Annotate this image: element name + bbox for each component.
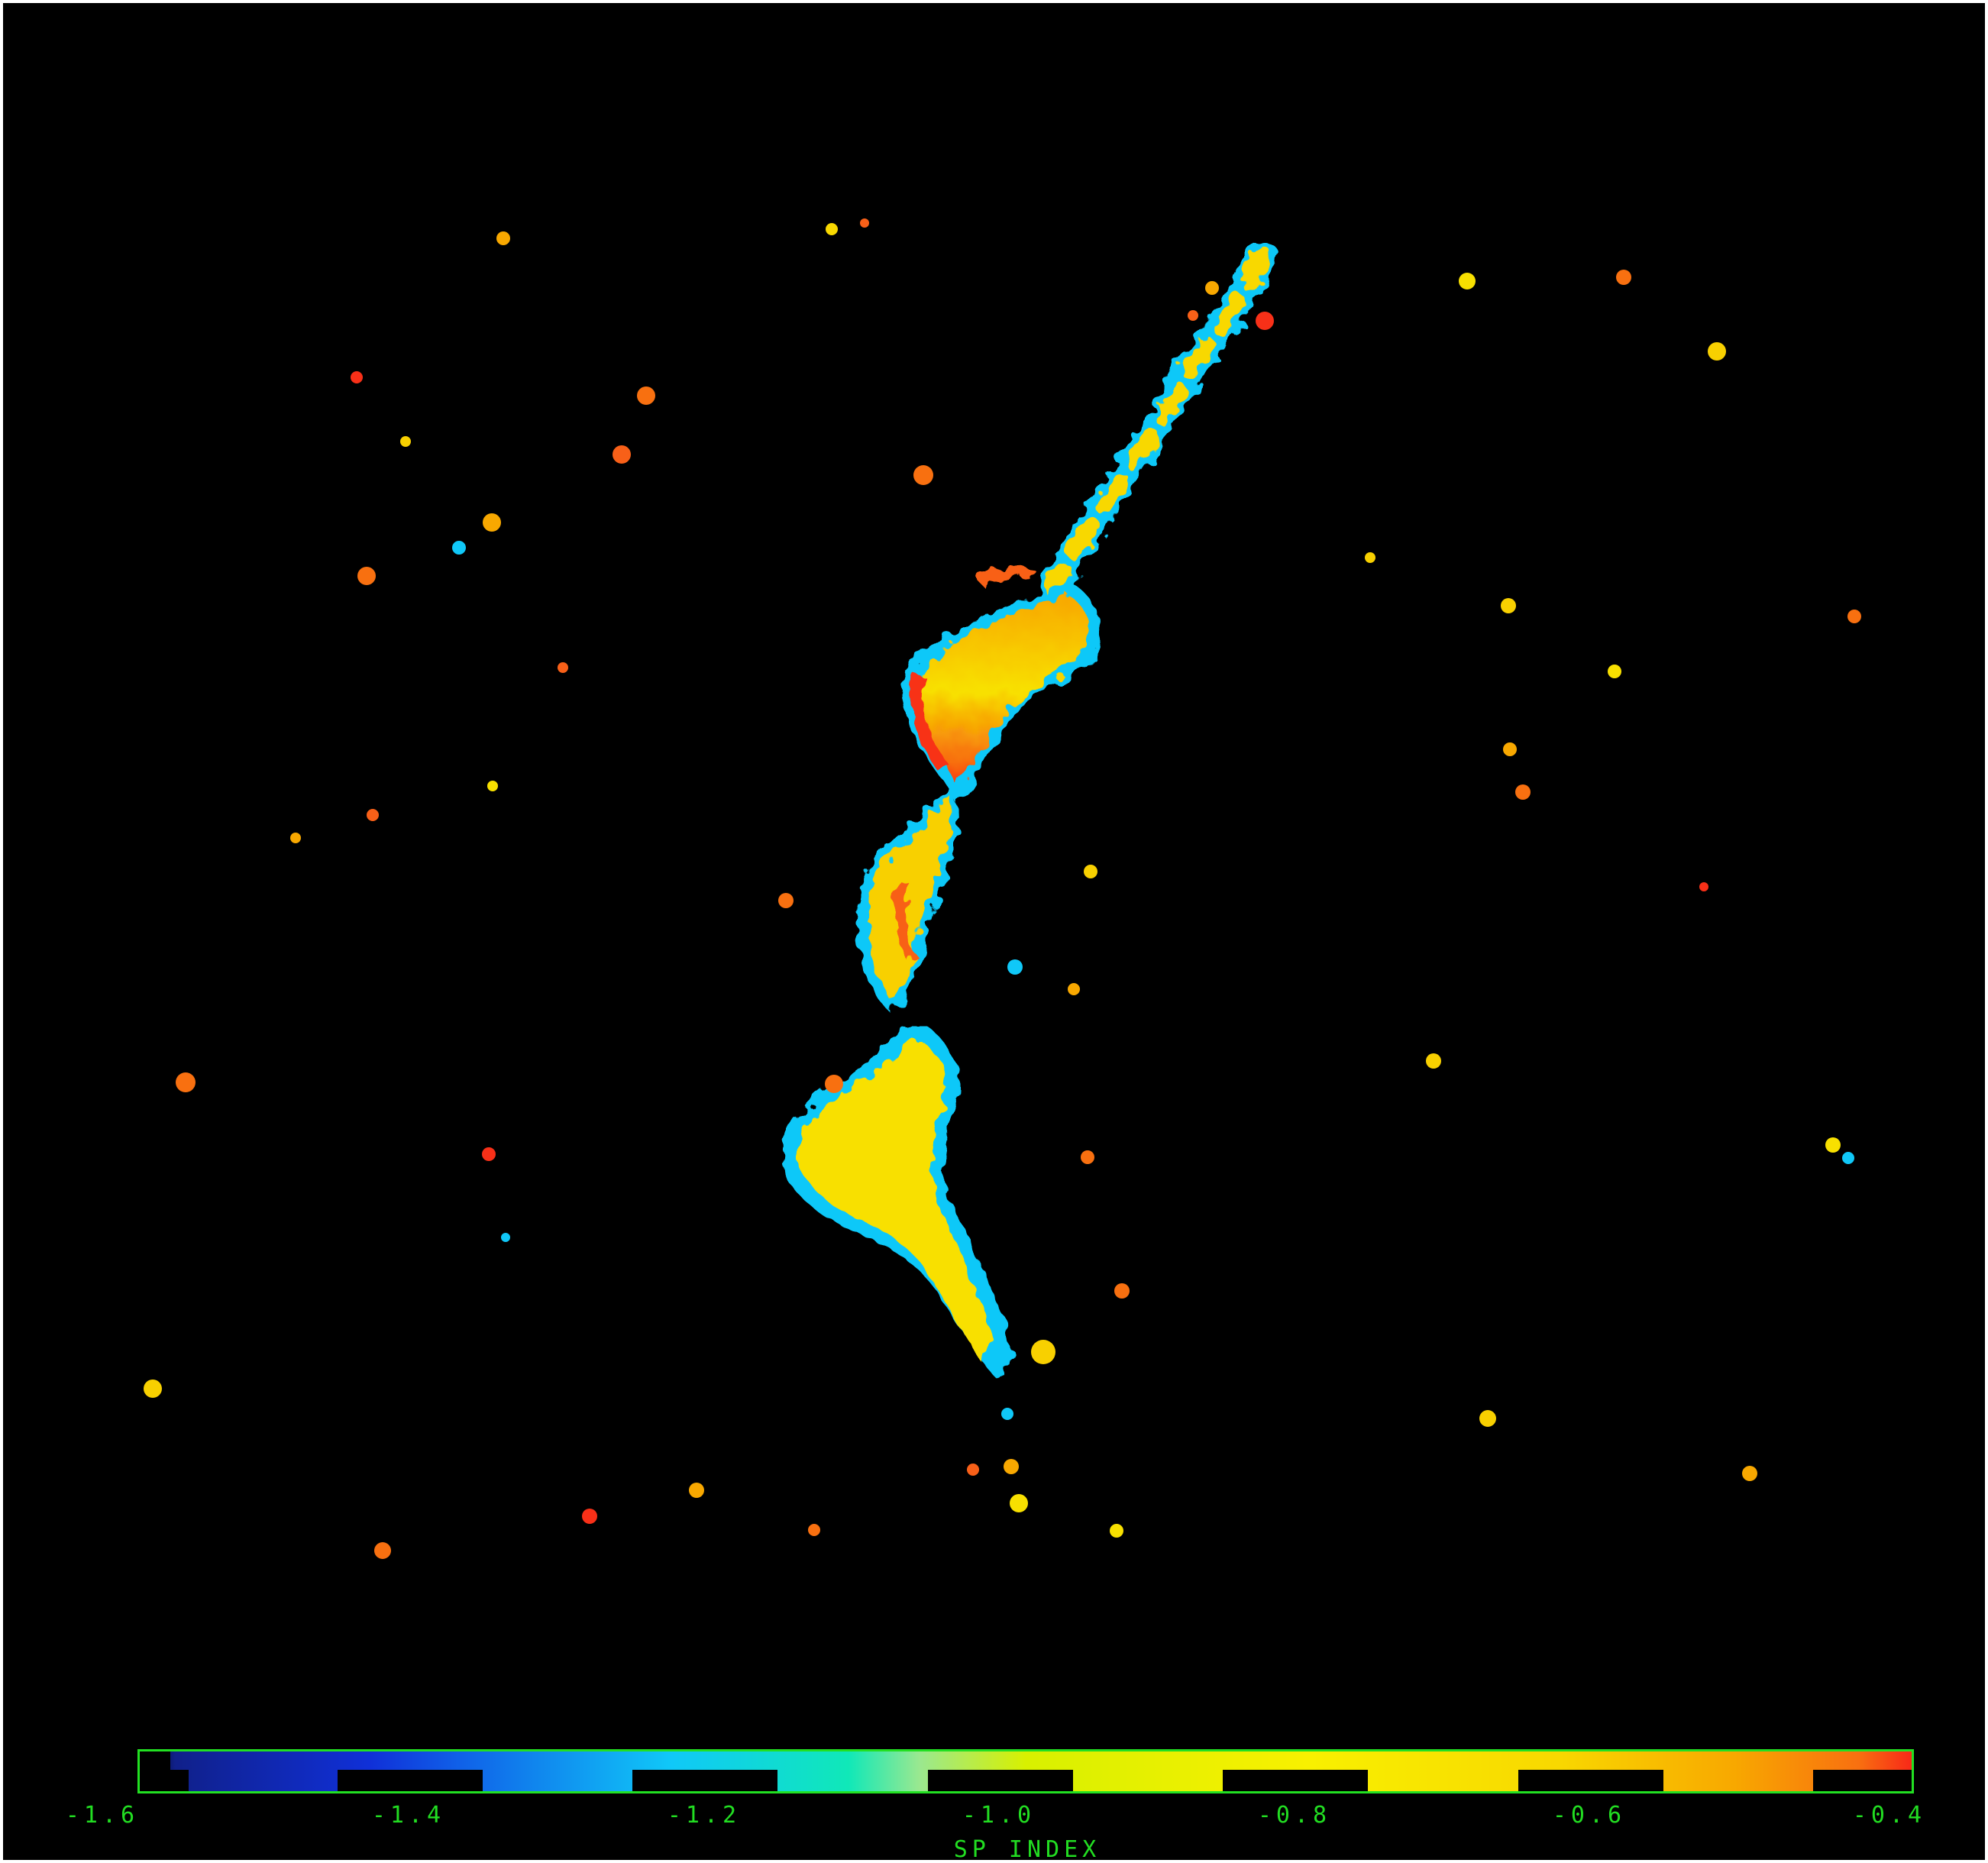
- jet-structure: [782, 241, 1278, 1378]
- point-sources: [144, 218, 1861, 1559]
- colorbar-tick-label: -1.0: [962, 1802, 1036, 1829]
- colorbar-tick-label: -1.2: [667, 1802, 742, 1829]
- colorbar: [137, 1749, 1914, 1793]
- colorbar-gradient: [140, 1751, 1912, 1791]
- colorbar-tick-label: -0.6: [1552, 1802, 1627, 1829]
- colorbar-tick-label: -0.4: [1852, 1802, 1927, 1829]
- map-canvas: [144, 218, 1861, 1559]
- colorbar-tick-label: -1.6: [65, 1802, 140, 1829]
- spectral-index-map: -1.6 -1.4 -1.2 -1.0 -0.8 -0.6 -0.4 SP IN…: [3, 3, 1985, 1860]
- colorbar-tick-label: -1.4: [371, 1802, 446, 1829]
- colorbar-tick-label: -0.8: [1257, 1802, 1332, 1829]
- colorbar-axis-label: SP INDEX: [953, 1836, 1101, 1860]
